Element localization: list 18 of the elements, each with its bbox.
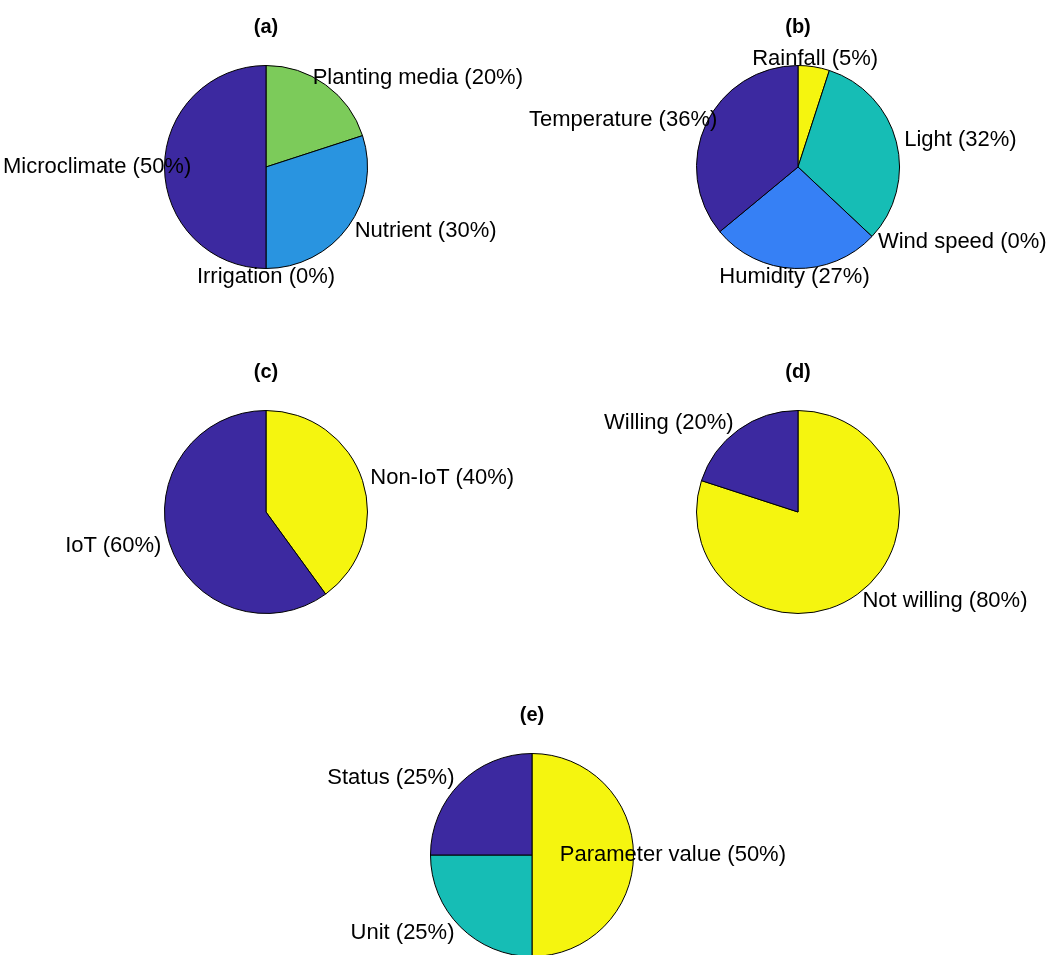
category-label: Irrigation (0%) (196, 262, 336, 288)
chart-title: (c) (253, 359, 279, 382)
chart-title: (b) (785, 14, 811, 37)
slice-label: Unit (25%) (350, 918, 455, 944)
slice-label: Planting media (20%) (312, 64, 524, 90)
slice-label: IoT (60%) (65, 531, 162, 557)
slice-label: Light (32%) (904, 125, 1017, 151)
slice-label: Rainfall (5%) (752, 44, 879, 70)
slice-label: Nutrient (30%) (354, 217, 497, 243)
slice-label: Status (25%) (327, 763, 455, 789)
slice-label: Not willing (80%) (862, 586, 1028, 612)
category-label: Wind speed (0%) (877, 228, 1047, 254)
slice-label: Non-IoT (40%) (370, 464, 515, 490)
slice-label: Willing (20%) (603, 409, 734, 435)
chart-title: (a) (253, 14, 279, 37)
chart-title: (e) (519, 702, 545, 725)
slice-label: Humidity (27%) (719, 262, 870, 288)
chart-title: (d) (785, 359, 811, 382)
